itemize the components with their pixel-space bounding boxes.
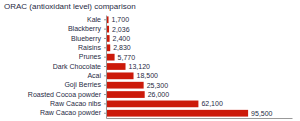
title: ORAC (antioxidant level) comparison: [4, 2, 136, 11]
tick-mark: [104, 94, 106, 95]
chart: ORAC (antioxidant level) comparison Kale B…: [0, 0, 300, 121]
bars: [106, 16, 248, 116]
tick-mark: [104, 113, 106, 114]
tick-label: Raisins: [78, 44, 101, 51]
tick: Raisins: [78, 44, 106, 51]
tick-label: Blackberry: [68, 25, 102, 33]
axis-line: [107, 118, 293, 119]
tick-label: Roasted Cocoa powder: [28, 91, 102, 99]
data-label: 2,036: [112, 26, 130, 33]
tick-label: Goji Berries: [64, 81, 101, 89]
bar: [106, 63, 126, 70]
data-label: 62,100: [201, 100, 223, 107]
tick-label: Prunes: [79, 53, 102, 60]
data-label: 5,770: [118, 54, 136, 61]
tick: Roasted Cocoa powder: [28, 91, 106, 99]
tick-mark: [104, 57, 106, 58]
data-label: 18,500: [137, 72, 159, 79]
data-label: 26,000: [148, 91, 170, 98]
tick-label: Kale: [87, 16, 101, 23]
tick-mark: [104, 66, 106, 67]
tick-label: Blueberry: [71, 35, 101, 43]
bar: [106, 110, 248, 117]
category-axis: Kale Blackberry BlueberryRaisins Prunes Dark…: [28, 16, 107, 119]
tick: Goji Berries: [64, 81, 106, 89]
tick: Dark Chocolate: [53, 63, 106, 70]
data-labels: 1,700 2,036 2,400 2,830 5,770 13,120 18,500 25,…: [112, 16, 273, 116]
tick-mark: [104, 47, 106, 48]
tick-mark: [104, 29, 106, 30]
tick-mark: [104, 85, 106, 86]
axis-line: [106, 16, 107, 119]
bar: [106, 91, 145, 98]
tick-mark: [104, 38, 106, 39]
bar: [106, 82, 144, 89]
data-label: 1,700: [112, 16, 130, 23]
data-label: 95,500: [251, 110, 273, 117]
tick-label: Raw Cacao nibs: [50, 100, 101, 107]
tick: Raw Cacao powder: [40, 109, 106, 117]
value-axis: [107, 118, 293, 119]
tick-label: Dark Chocolate: [53, 63, 101, 70]
tick: Acai: [87, 72, 106, 79]
tick-mark: [104, 75, 106, 76]
data-label: 2,830: [113, 44, 131, 51]
tick: Raw Cacao nibs: [50, 100, 106, 107]
tick: Blueberry: [71, 35, 106, 43]
tick: Kale: [87, 16, 106, 23]
bar: [106, 54, 115, 61]
tick-label: Acai: [87, 72, 101, 79]
tick: Blackberry: [68, 25, 106, 33]
data-label: 13,120: [129, 63, 151, 70]
data-label: 2,400: [113, 35, 131, 42]
tick-mark: [104, 19, 106, 20]
tick-label: Raw Cacao powder: [40, 109, 102, 117]
tick: Prunes: [79, 53, 106, 60]
bar: [106, 101, 198, 108]
tick-mark: [104, 103, 106, 104]
plot: Kale Blackberry BlueberryRaisins Prunes Dark…: [28, 16, 293, 119]
data-label: 25,300: [147, 82, 169, 89]
bar: [106, 72, 134, 79]
